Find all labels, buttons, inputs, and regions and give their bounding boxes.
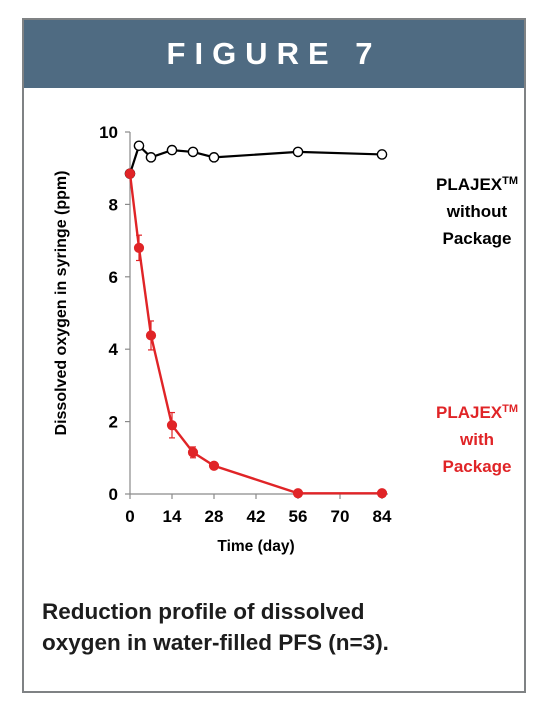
legend-with-package: PLAJEXTM with Package — [402, 396, 550, 480]
legend-name: PLAJEX — [435, 175, 503, 194]
chart-axes: 0 2 4 6 8 10 0 14 28 42 56 70 84 Time (day) Dissolved … — [53, 123, 392, 555]
x-tick-label: 28 — [205, 507, 224, 526]
data-point — [292, 146, 304, 158]
caption-line: oxygen in water-filled PFS (n=3). — [42, 630, 389, 655]
legend-without-package: PLAJEXTM without Package — [402, 168, 550, 252]
series-1 — [124, 168, 388, 499]
y-tick-label: 8 — [109, 195, 118, 214]
data-point — [208, 152, 220, 163]
data-point — [145, 152, 157, 163]
x-tick-label: 42 — [247, 507, 266, 526]
x-tick-label: 70 — [331, 507, 350, 526]
y-tick-label: 2 — [109, 413, 118, 432]
figure-banner: FIGURE 7 — [24, 20, 524, 88]
data-point — [166, 420, 178, 431]
data-point — [376, 149, 388, 160]
data-point — [376, 488, 388, 499]
legend-trademark: TM — [502, 403, 519, 415]
legend-line: Package — [442, 229, 512, 248]
data-point — [208, 460, 220, 471]
caption-line: Reduction profile of dissolved — [42, 599, 365, 624]
data-point — [187, 146, 199, 158]
legend-line: Package — [442, 457, 512, 476]
figure-caption: Reduction profile of dissolved oxygen in… — [42, 596, 512, 658]
y-axis-label: Dissolved oxygen in syringe (ppm) — [53, 171, 70, 436]
y-tick-label: 6 — [109, 268, 118, 287]
x-tick-label: 0 — [125, 507, 134, 526]
legend-line: with — [460, 430, 494, 449]
x-tick-label: 56 — [289, 507, 308, 526]
line-chart: 0 2 4 6 8 10 0 14 28 42 56 70 84 Time (day) Dissolved … — [53, 123, 392, 555]
data-point — [166, 144, 178, 156]
y-tick-label: 4 — [109, 340, 119, 359]
data-point — [124, 168, 136, 179]
figure-frame: FIGURE 7 0 2 4 6 8 10 0 14 28 42 56 70 84 Time (day) D… — [22, 18, 526, 693]
data-point — [133, 140, 145, 152]
data-point — [187, 447, 199, 458]
y-tick-label: 10 — [99, 123, 118, 142]
series-line — [128, 173, 382, 495]
data-point — [145, 330, 157, 341]
legend-name: PLAJEX — [435, 403, 503, 422]
chart-series — [124, 140, 388, 499]
x-tick-label: 84 — [373, 507, 392, 526]
legend-line: without — [446, 202, 508, 221]
series-0 — [124, 140, 388, 179]
data-point — [133, 242, 145, 253]
data-point — [292, 488, 304, 499]
x-tick-label: 14 — [163, 507, 182, 526]
x-axis-label: Time (day) — [217, 538, 294, 555]
legend-trademark: TM — [502, 175, 519, 187]
y-tick-label: 0 — [109, 485, 118, 504]
